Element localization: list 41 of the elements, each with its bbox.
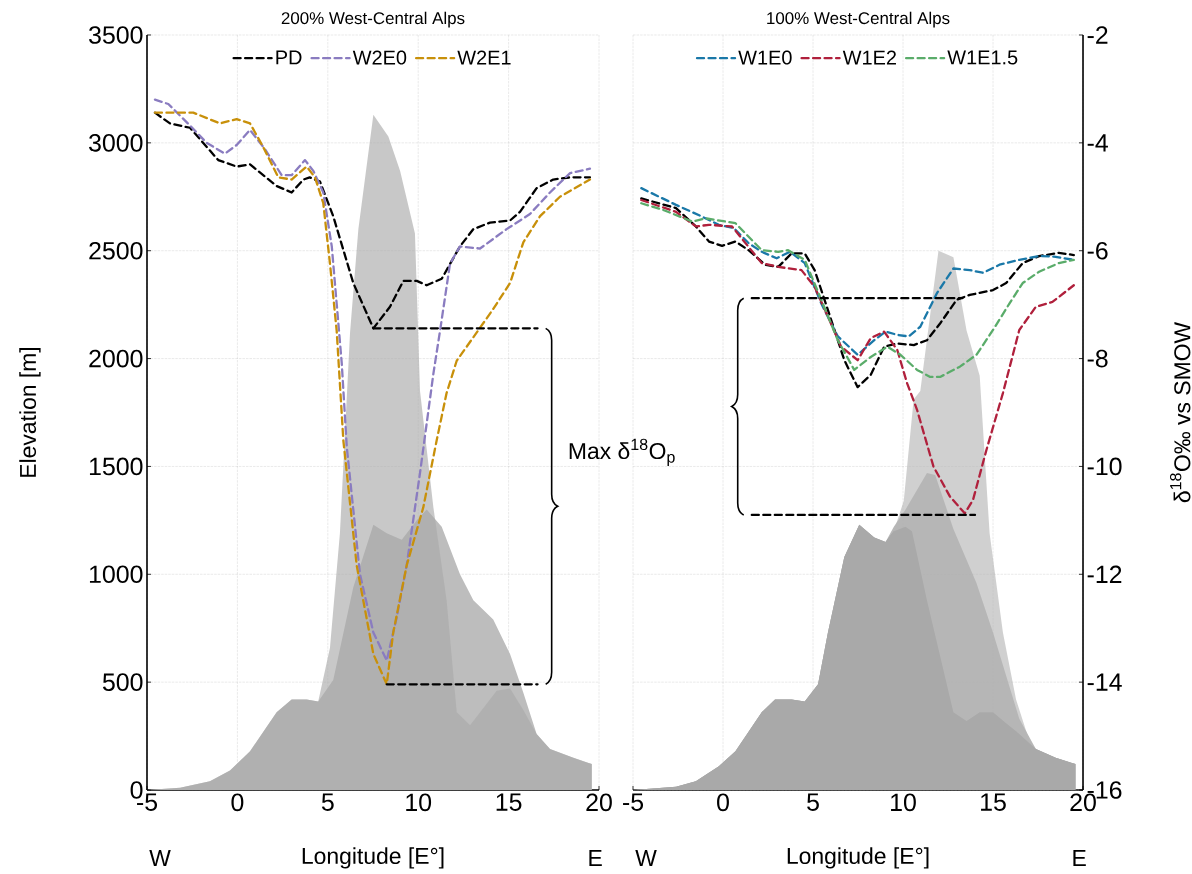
legend-label: W1E1.5 — [947, 50, 1018, 65]
text: E — [589, 850, 602, 866]
legend-label: W1E2 — [842, 50, 896, 65]
x-axis-title: Longitude [E°] — [302, 847, 444, 869]
x-tick-label: 15 — [496, 793, 522, 811]
text: W — [635, 850, 657, 866]
legend-label: W2E0 — [352, 50, 407, 65]
y-axis-title: Elevation [m] — [19, 347, 41, 477]
y2-tick-label: -4 — [1087, 134, 1108, 152]
y2-axis-title: δ$^{18}$O‰ vs SMOW — [1170, 321, 1191, 503]
y-tick-label: 1500 — [89, 457, 143, 476]
y-tick-label: 2000 — [89, 349, 143, 368]
chart-title: 200% West-Central Alps — [281, 11, 465, 28]
y2-tick-label: -12 — [1087, 565, 1122, 583]
x-tick-label: 5 — [807, 793, 819, 811]
x-tick-label: 15 — [981, 793, 1006, 811]
x-tick-label: -5 — [623, 793, 644, 811]
legend-label: W2E1 — [457, 50, 511, 65]
y2-tick-label: -10 — [1087, 457, 1122, 476]
text: E — [1073, 850, 1086, 866]
x-tick-label: 5 — [321, 793, 334, 811]
y2-tick-label: -2 — [1087, 26, 1108, 44]
y-tick-label: 2500 — [89, 241, 143, 260]
y2-tick-label: -6 — [1087, 241, 1108, 260]
y-tick-label: 3500 — [89, 26, 143, 44]
y2-tick-label: -14 — [1087, 673, 1122, 691]
x-axis-title: Longitude [E°] — [787, 847, 929, 869]
annotation: Max δ$^{18}$O$_{p}$ — [569, 438, 675, 466]
x-tick-label: 0 — [231, 793, 244, 812]
legend-label: W1E0 — [738, 50, 792, 65]
x-tick-label: 10 — [891, 793, 916, 812]
x-tick-label: 10 — [406, 793, 432, 812]
x-tick-label: 0 — [717, 793, 729, 812]
y-tick-label: 1000 — [89, 565, 143, 584]
y2-tick-label: -8 — [1087, 349, 1108, 368]
text: W — [149, 850, 171, 866]
chart-title: 100% West-Central Alps — [767, 11, 950, 28]
legend-label: PD — [276, 50, 302, 65]
y-tick-label: 500 — [102, 673, 143, 691]
x-tick-label: 20 — [586, 793, 612, 812]
y-tick-label: 3000 — [89, 134, 143, 152]
